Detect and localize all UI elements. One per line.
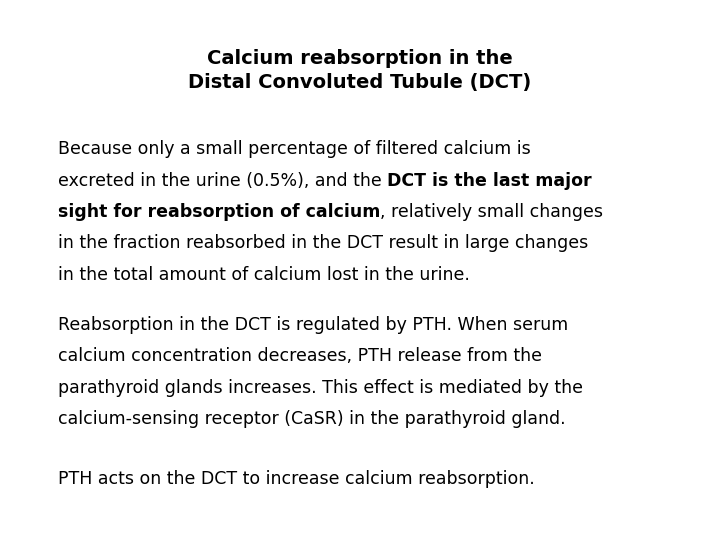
Text: , relatively small changes: , relatively small changes	[380, 203, 603, 221]
Text: calcium concentration decreases, PTH release from the: calcium concentration decreases, PTH rel…	[58, 347, 541, 365]
Text: DCT is the last major: DCT is the last major	[387, 172, 591, 190]
Text: calcium-sensing receptor (CaSR) in the parathyroid gland.: calcium-sensing receptor (CaSR) in the p…	[58, 410, 565, 428]
Text: PTH acts on the DCT to increase calcium reabsorption.: PTH acts on the DCT to increase calcium …	[58, 470, 534, 488]
Text: Calcium reabsorption in the
Distal Convoluted Tubule (DCT): Calcium reabsorption in the Distal Convo…	[189, 49, 531, 92]
Text: Reabsorption in the DCT is regulated by PTH. When serum: Reabsorption in the DCT is regulated by …	[58, 316, 568, 334]
Text: parathyroid glands increases. This effect is mediated by the: parathyroid glands increases. This effec…	[58, 379, 582, 396]
Text: in the fraction reabsorbed in the DCT result in large changes: in the fraction reabsorbed in the DCT re…	[58, 234, 588, 252]
Text: sight for reabsorption of calcium: sight for reabsorption of calcium	[58, 203, 380, 221]
Text: in the total amount of calcium lost in the urine.: in the total amount of calcium lost in t…	[58, 266, 469, 284]
Text: Because only a small percentage of filtered calcium is: Because only a small percentage of filte…	[58, 140, 531, 158]
Text: excreted in the urine (0.5%), and the: excreted in the urine (0.5%), and the	[58, 172, 387, 190]
